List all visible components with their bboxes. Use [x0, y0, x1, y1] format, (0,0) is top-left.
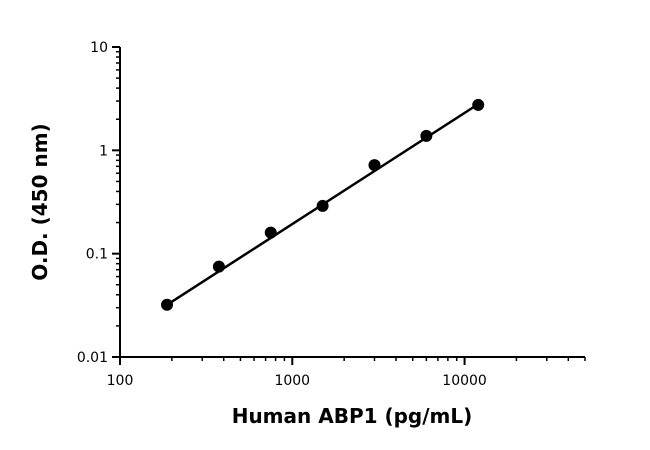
y-tick-label: 0.01 — [77, 350, 108, 366]
x-tick-label: 100 — [107, 373, 134, 389]
x-tick-label: 10000 — [442, 373, 487, 389]
data-point — [420, 129, 433, 142]
y-axis-title: O.D. (450 nm) — [28, 123, 52, 280]
x-tick-label: 1000 — [274, 373, 310, 389]
plot-area — [161, 98, 485, 311]
data-point — [316, 199, 329, 212]
data-point — [161, 298, 174, 311]
x-axis-title: Human ABP1 (pg/mL) — [232, 404, 473, 428]
data-point — [368, 159, 381, 172]
y-tick-label: 0.1 — [86, 247, 108, 263]
y-tick-label: 10 — [90, 40, 108, 56]
y-tick-label: 1 — [99, 143, 108, 159]
data-point — [472, 98, 485, 111]
data-point — [212, 260, 225, 273]
axes: 100 1000 10000 0.01 0.1 1 10 — [77, 40, 586, 389]
data-point — [264, 226, 277, 239]
